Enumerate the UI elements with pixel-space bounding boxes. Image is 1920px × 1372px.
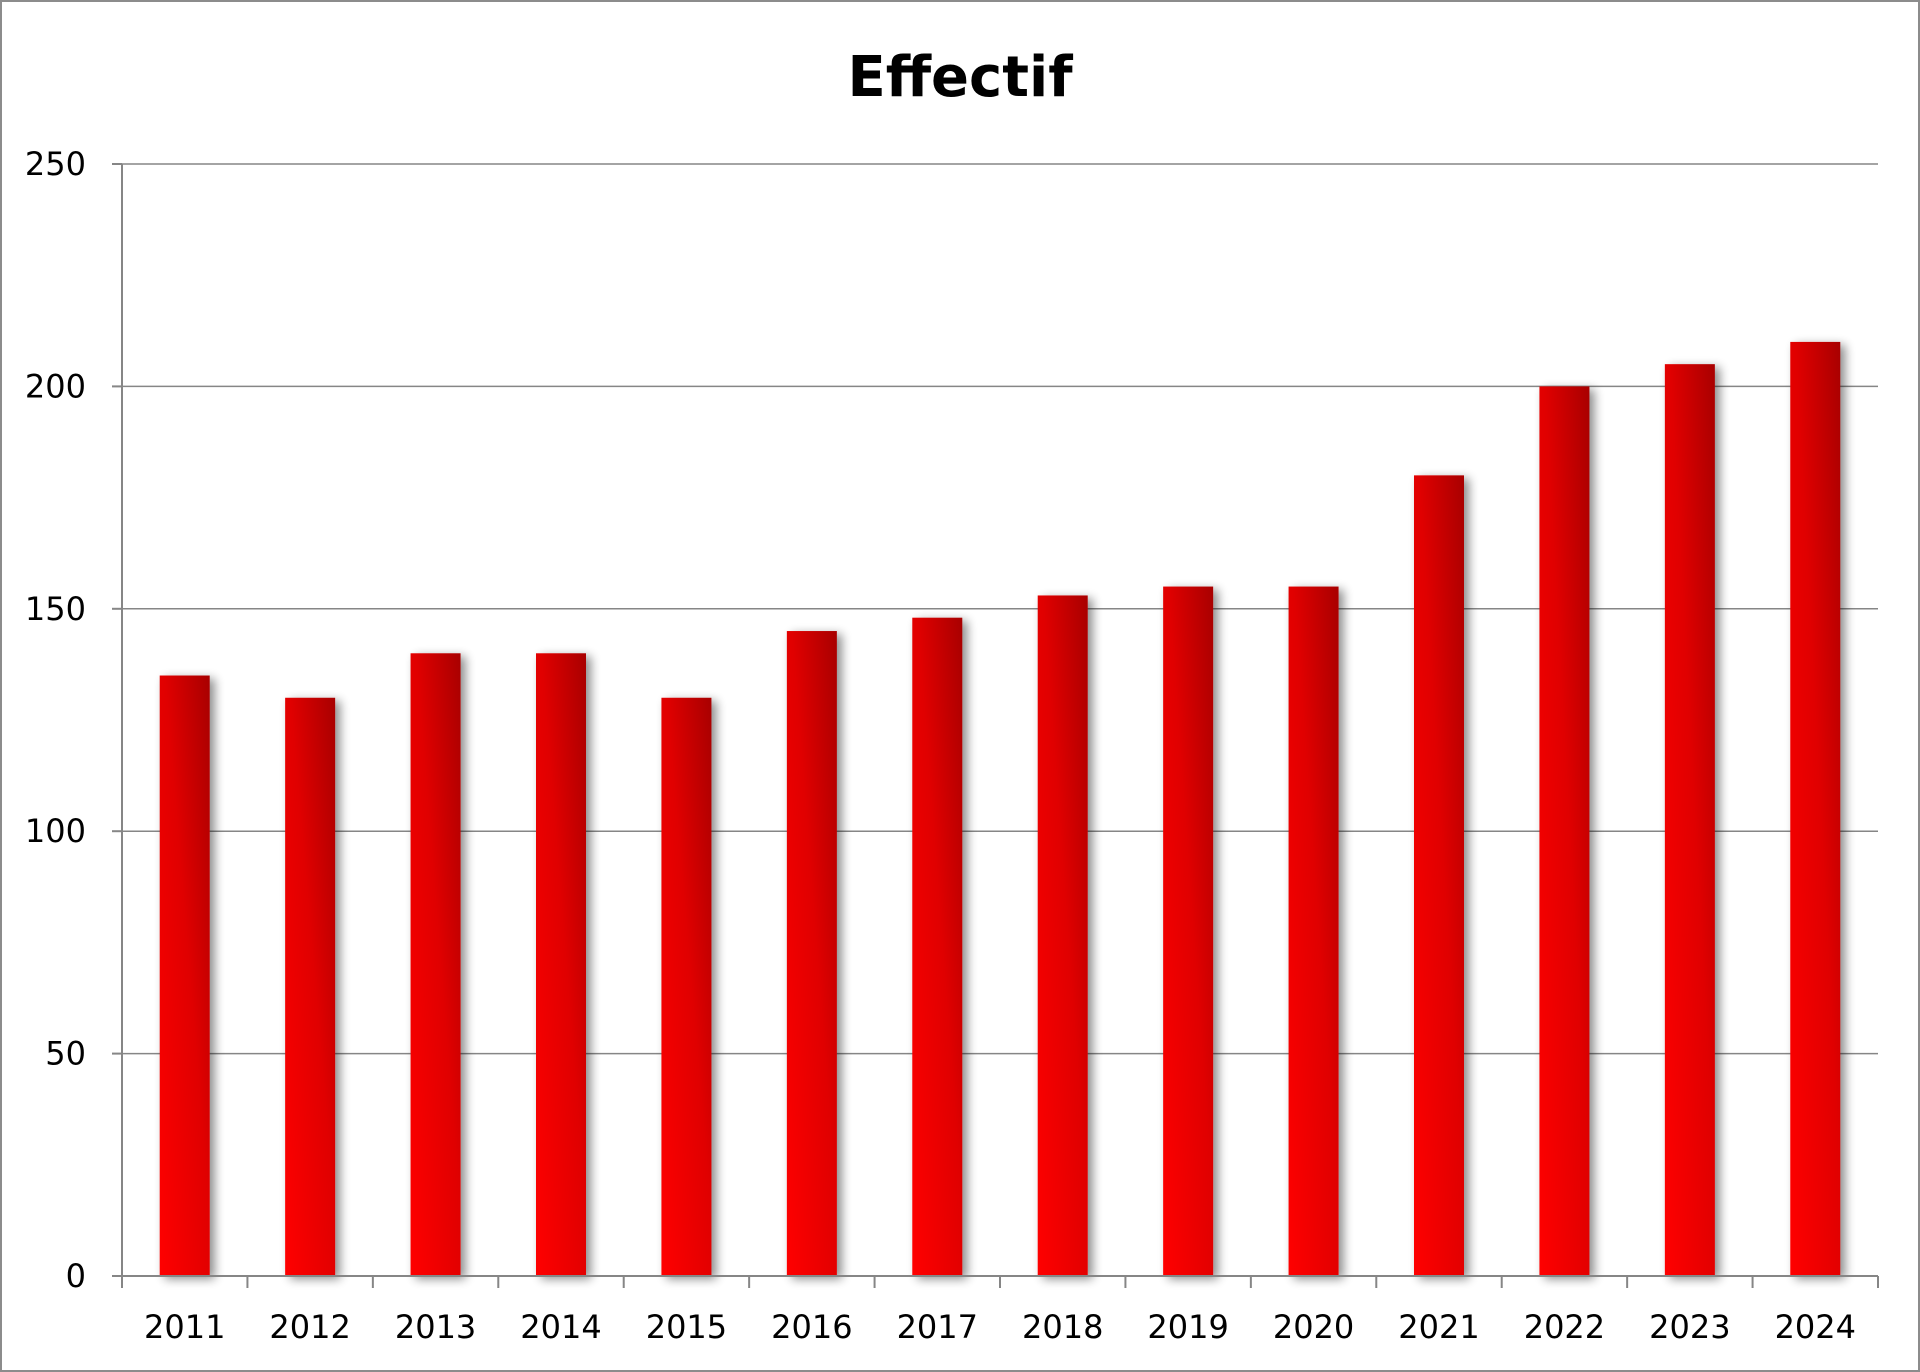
y-tick-label: 100	[25, 812, 86, 850]
bars	[159, 341, 1841, 1276]
bar-2017	[912, 617, 963, 1276]
y-tick-label: 200	[25, 367, 86, 405]
x-tick-label: 2024	[1775, 1308, 1856, 1346]
bar-2013	[410, 653, 461, 1276]
gridlines	[122, 163, 1878, 1055]
y-tick-labels: 0 50 100 150 200 250	[25, 145, 86, 1295]
bar-2022	[1539, 386, 1590, 1276]
bar-2014	[536, 653, 586, 1276]
bar-2012	[285, 697, 336, 1276]
y-tick-label: 250	[25, 145, 86, 183]
x-tick-label: 2023	[1649, 1308, 1730, 1346]
y-tick-label: 150	[25, 590, 86, 628]
x-tick-label: 2015	[646, 1308, 727, 1346]
x-tick-label: 2017	[897, 1308, 978, 1346]
y-tick-label: 0	[66, 1257, 86, 1295]
x-tick-label: 2016	[771, 1308, 852, 1346]
x-tick-label: 2022	[1524, 1308, 1605, 1346]
bar-2023	[1664, 364, 1715, 1276]
bar-2024	[1790, 341, 1841, 1276]
bar-2016	[786, 631, 837, 1276]
x-tick-labels: 2011 2012 2013 2014 2015 2016 2017 2018 2019 2020…	[144, 1308, 1856, 1346]
x-tick-label: 2011	[144, 1308, 225, 1346]
bar-2021	[1414, 475, 1464, 1276]
bar-2019	[1163, 586, 1214, 1276]
x-tick-label: 2012	[269, 1308, 350, 1346]
chart-title: Effectif	[847, 45, 1073, 110]
x-tick-label: 2013	[395, 1308, 476, 1346]
bar-2011	[159, 675, 210, 1276]
bar-2020	[1288, 586, 1339, 1276]
x-tick-label: 2018	[1022, 1308, 1103, 1346]
x-tick-label: 2019	[1147, 1308, 1228, 1346]
bar-2015	[661, 697, 712, 1276]
x-tick-label: 2014	[520, 1308, 601, 1346]
x-tick-label: 2021	[1398, 1308, 1479, 1346]
y-tick-label: 50	[45, 1035, 86, 1073]
bar-2018	[1037, 595, 1088, 1276]
axes	[112, 163, 1879, 1288]
x-tick-label: 2020	[1273, 1308, 1354, 1346]
